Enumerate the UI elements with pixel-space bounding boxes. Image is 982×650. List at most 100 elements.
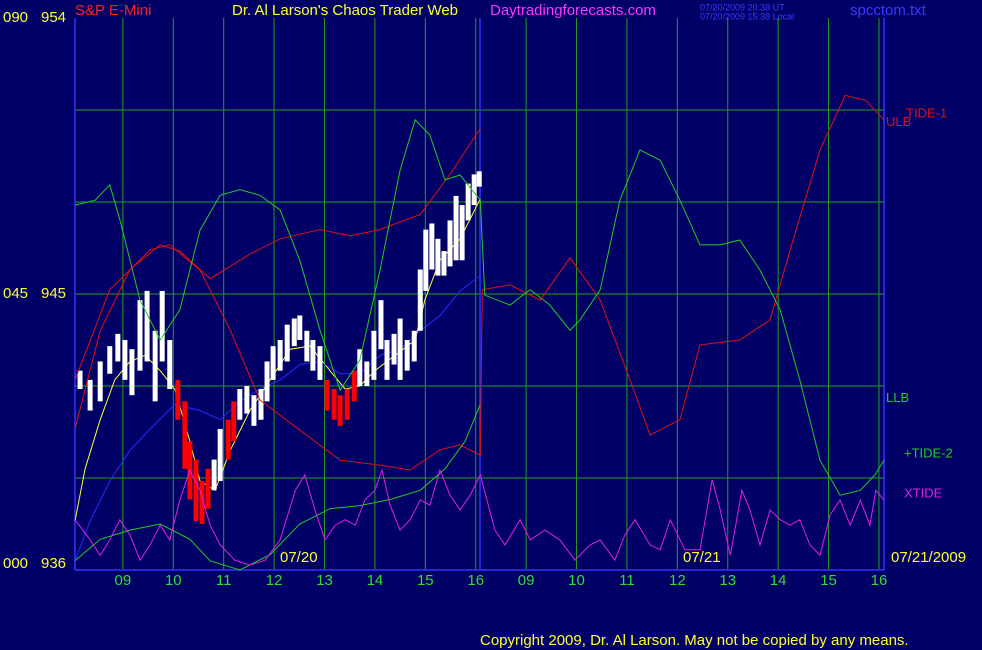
price-bar (459, 205, 465, 261)
price-bar (384, 340, 390, 380)
price-bar (175, 379, 181, 420)
price-bar (167, 340, 173, 390)
date-label: 07/21/2009 (891, 549, 966, 566)
price-bar (211, 459, 217, 491)
price-bar (137, 300, 143, 371)
price-bar (199, 481, 205, 524)
price-bar (251, 395, 257, 426)
filename: spcctom.txt (850, 2, 927, 19)
x-tick-label: 15 (417, 572, 434, 589)
price-bar (129, 349, 135, 396)
x-tick-label: 15 (820, 572, 837, 589)
price-bar (411, 330, 417, 362)
x-tick-label: 16 (871, 572, 888, 589)
price-bar (331, 389, 337, 420)
price-bar (205, 468, 211, 509)
x-tick-label: 11 (216, 572, 232, 589)
series-line (74, 94, 885, 471)
price-bar (244, 386, 250, 414)
price-bar (225, 419, 231, 460)
price-bar (397, 318, 403, 380)
y2-tick-label: 000 (3, 555, 28, 572)
chart-title: Dr. Al Larson's Chaos Trader Web (232, 2, 458, 19)
price-bar (364, 361, 370, 386)
series-line (74, 118, 885, 496)
price-bar (317, 346, 323, 380)
price-bar (144, 290, 150, 362)
x-tick-label: 09 (518, 572, 535, 589)
x-tick-label: 14 (770, 572, 787, 589)
y-tick-label: 945 (41, 285, 66, 302)
x-tick-label: 12 (669, 572, 686, 589)
price-bar (291, 318, 297, 347)
x-tick-label: 09 (115, 572, 132, 589)
price-bar (441, 251, 447, 276)
y2-tick-label: 045 (3, 285, 28, 302)
price-bar (351, 370, 357, 402)
price-bar (465, 183, 471, 221)
x-tick-label: 16 (467, 572, 484, 589)
x-tick-label: 12 (266, 572, 283, 589)
symbol: S&P E-Mini (75, 2, 151, 19)
x-tick-label: 13 (316, 572, 333, 589)
price-bar (284, 324, 290, 362)
x-tick-label: 14 (367, 572, 384, 589)
price-bar (417, 269, 423, 331)
price-bar (277, 340, 283, 371)
price-bar (270, 346, 276, 380)
y2-tick-label: 090 (3, 9, 28, 26)
price-bar (337, 395, 343, 426)
price-bar (404, 340, 410, 371)
price-bar (97, 361, 103, 402)
price-bar (324, 379, 330, 411)
price-bar (476, 171, 482, 187)
price-bar (77, 370, 83, 390)
x-tick-label: 11 (619, 572, 635, 589)
price-bar (237, 389, 243, 420)
series-line (74, 468, 885, 566)
price-bar (344, 389, 350, 420)
price-bar (297, 315, 303, 340)
price-bar (217, 428, 223, 482)
timestamp: 07/20/2009 15:38 Local (700, 11, 794, 21)
legend-label: XTIDE (904, 486, 943, 501)
price-bar (258, 389, 264, 420)
price-bar (471, 174, 477, 206)
price-bar (122, 340, 128, 380)
y-tick-label: 954 (41, 9, 66, 26)
price-bar (182, 401, 188, 469)
series-line (74, 404, 481, 571)
price-bar (231, 401, 237, 442)
y-tick-label: 936 (41, 555, 66, 572)
date-label: 07/20 (280, 549, 318, 566)
x-tick-label: 10 (568, 572, 585, 589)
price-bar (429, 223, 435, 270)
price-bar (453, 195, 459, 261)
date-label: 07/21 (683, 549, 721, 566)
price-bar (423, 229, 429, 291)
legend-label: LLB (886, 390, 909, 405)
copyright: Copyright 2009, Dr. Al Larson. May not b… (480, 632, 909, 649)
price-bar (378, 300, 384, 350)
price-bar (447, 220, 453, 267)
price-bar (107, 346, 113, 374)
site: Daytradingforecasts.com (490, 2, 656, 19)
price-bar (357, 349, 363, 386)
price-bar (435, 238, 441, 276)
price-bar (304, 330, 310, 362)
x-tick-label: 13 (719, 572, 736, 589)
timestamp: 07/20/2009 20:38 UT (700, 2, 785, 12)
price-bar (87, 379, 93, 411)
price-bar (371, 330, 377, 380)
price-bar (159, 290, 165, 362)
x-tick-label: 10 (165, 572, 182, 589)
price-bar (310, 340, 316, 371)
plot: 09 10 11 12 13 14 15 16 09 10 11 12 13 14 15 16 936 945 95… (3, 9, 953, 589)
legend-label: +TIDE-2 (904, 446, 953, 461)
price-bar (264, 361, 270, 402)
legend-label: TIDE-1 (906, 105, 947, 120)
price-bar (391, 333, 397, 365)
price-bar (115, 333, 121, 362)
